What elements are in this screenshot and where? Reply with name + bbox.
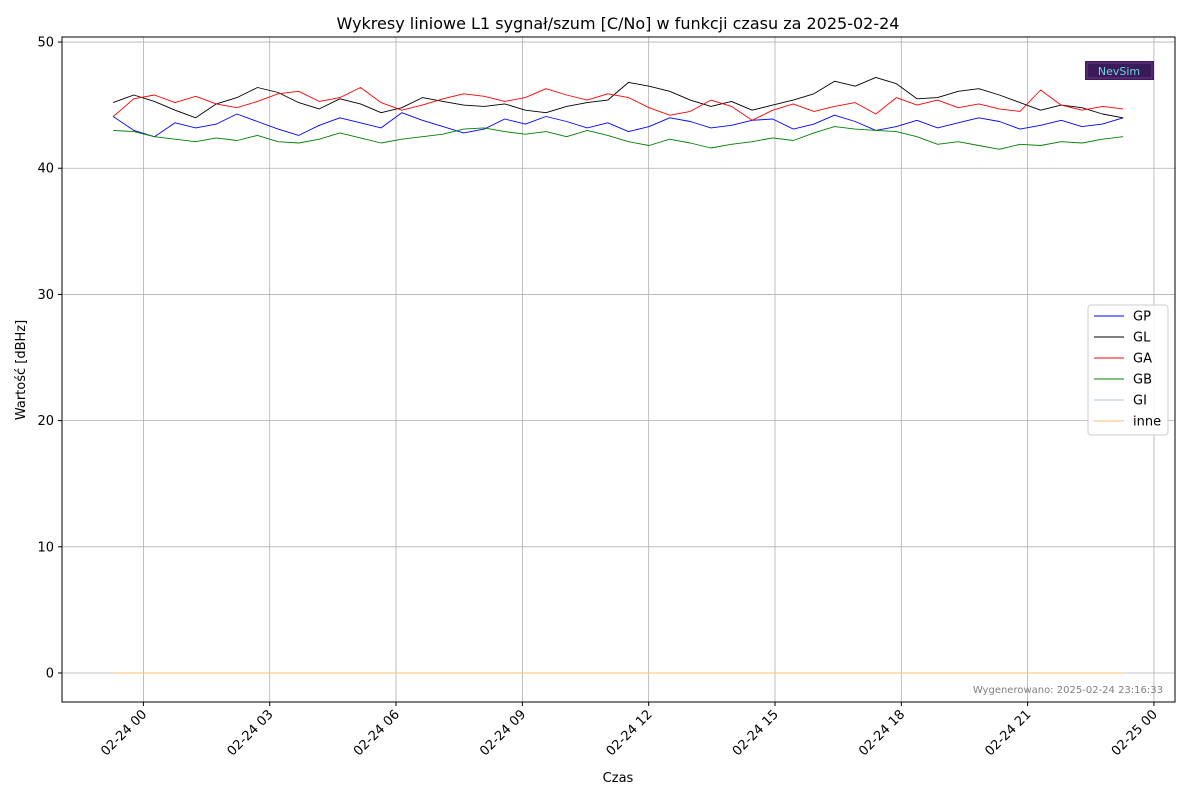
chart-title: Wykresy liniowe L1 sygnał/szum [C/No] w … (337, 14, 900, 33)
series-line-gb (113, 126, 1124, 150)
plot-frame (61, 36, 1176, 703)
y-tick-label: 10 (37, 540, 54, 555)
y-tick-label: 20 (37, 414, 54, 429)
grid-layer (62, 37, 1175, 702)
legend-label-gp: GP (1133, 310, 1151, 325)
x-axis-label: Czas (603, 771, 634, 786)
series-line-ga (112, 87, 1124, 121)
y-tick-label: 40 (37, 162, 54, 177)
legend-label-gl: GL (1133, 331, 1151, 346)
series-line-gl (113, 76, 1124, 119)
legend-label-gi: GI (1133, 394, 1147, 409)
legend-label-ga: GA (1133, 352, 1152, 367)
generated-note: Wygenerowano: 2025-02-24 23:16:33 (973, 685, 1163, 696)
series-line-gp (112, 112, 1124, 138)
y-tick-label: 0 (46, 666, 54, 681)
legend-label-gb: GB (1133, 373, 1152, 388)
legend: GP GL GA GB GI inne (1087, 304, 1169, 436)
logo: NevSim (1085, 61, 1154, 80)
series-layer (112, 76, 1124, 674)
legend-label-inne: inne (1133, 415, 1161, 430)
y-axis-label: Wartość [dBHz] (14, 320, 29, 420)
y-tick-label: 50 (37, 36, 54, 51)
logo-text: NevSim (1098, 65, 1140, 78)
y-tick-label: 30 (37, 288, 54, 303)
